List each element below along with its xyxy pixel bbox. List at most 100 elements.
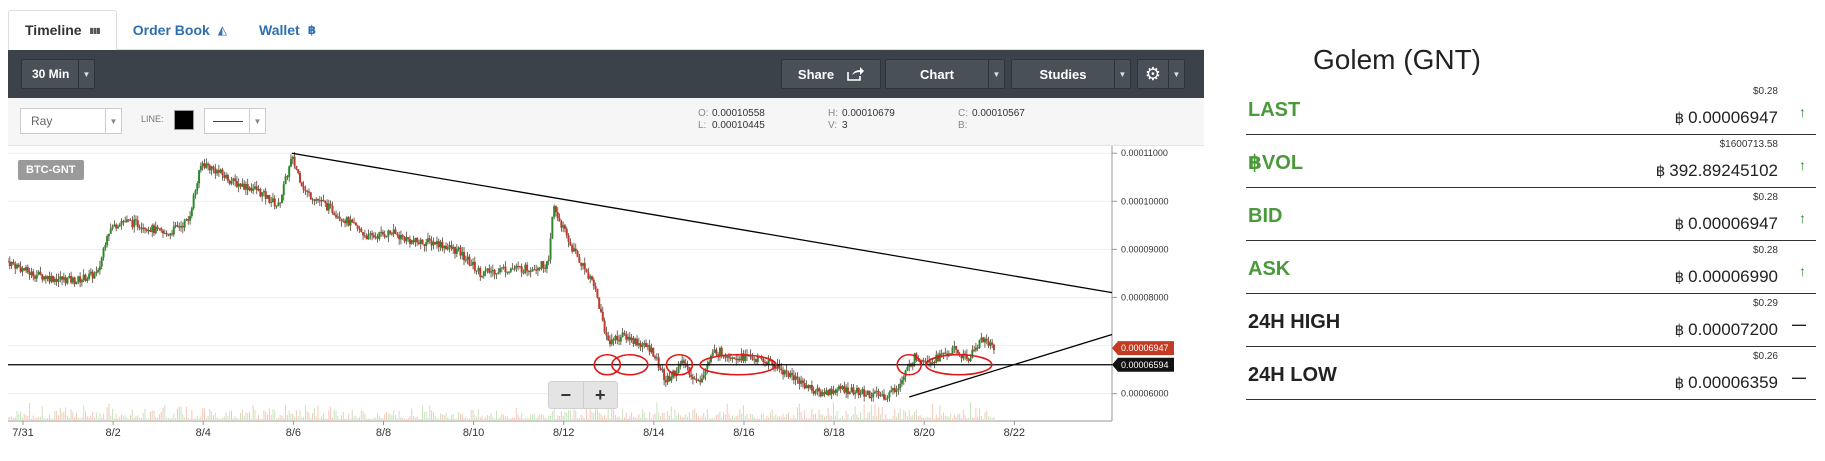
candle-body: [306, 190, 309, 192]
candle-body: [868, 390, 871, 399]
candle-body: [169, 233, 172, 236]
interval-select[interactable]: 30 Min ▼: [21, 59, 95, 89]
candle-body: [771, 360, 774, 364]
ohlc-volume: V: 3: [828, 120, 848, 131]
candle-body: [10, 261, 13, 266]
candle-body: [315, 199, 318, 201]
candle-body: [214, 168, 217, 174]
bitcoin-icon: ฿: [1674, 269, 1685, 286]
price-chart-canvas[interactable]: 0.00011000 0.00010000 0.00009000 0.00008000…: [8, 146, 1204, 461]
candle-body: [12, 261, 15, 264]
candle-body: [284, 176, 287, 185]
candle-body: [367, 234, 370, 240]
studies-button[interactable]: Studies ▼: [1011, 59, 1131, 89]
drawing-toolbar: Ray ▼ LINE: ▼ O: 0.00010558 L: 0.00010445 …: [8, 98, 1204, 146]
drawing-tool-select[interactable]: Ray ▼: [20, 108, 122, 134]
candle-body: [991, 342, 994, 345]
candle-body: [526, 264, 529, 271]
highlight-oval: [896, 353, 923, 376]
candle-body: [697, 380, 700, 382]
candle-body: [345, 217, 348, 224]
usd-value: $0.28: [1752, 86, 1778, 97]
price-chart[interactable]: 0.00011000 0.00010000 0.00009000 0.00008000…: [8, 146, 1204, 461]
share-icon: [847, 67, 865, 81]
candle-body: [199, 165, 202, 171]
chevron-down-icon: ▼: [249, 109, 265, 133]
candle-body: [535, 269, 538, 271]
candle-body: [308, 191, 311, 193]
candle-body: [441, 241, 444, 249]
candle-body: [347, 217, 350, 226]
market-label: LAST: [1248, 99, 1301, 121]
candle-body: [558, 218, 561, 222]
tab-timeline-label: Timeline: [25, 22, 82, 38]
candle-body: [313, 199, 316, 201]
candle-body: [982, 337, 985, 343]
tab-timeline[interactable]: Timeline ▮▮▮: [8, 10, 117, 50]
y-tick-label: 0.00011000: [1121, 148, 1168, 158]
zoom-out-button[interactable]: −: [560, 384, 571, 405]
candle-body: [289, 158, 292, 167]
candle-body: [448, 245, 451, 248]
candle-body: [646, 345, 649, 347]
candle-body: [598, 297, 601, 309]
candle-body: [322, 199, 325, 202]
candle-body: [250, 187, 253, 191]
candle-body: [226, 174, 229, 181]
candle-body: [266, 194, 269, 199]
y-tick-label: 0.00008000: [1121, 292, 1169, 302]
candle-body: [713, 349, 716, 353]
candle-body: [947, 353, 950, 355]
candle-body: [394, 229, 397, 234]
tab-order-book[interactable]: Order Book ◭: [117, 10, 243, 49]
candle-body: [704, 368, 707, 376]
candle-body: [252, 188, 255, 191]
candle-body: [542, 261, 545, 268]
x-tick-label: 8/14: [643, 427, 664, 439]
candle-body: [270, 202, 273, 204]
candle-body: [187, 219, 190, 221]
settings-button[interactable]: ⚙ ▼: [1137, 59, 1185, 89]
zoom-in-button[interactable]: +: [582, 382, 618, 408]
btc-value: ฿ 0.00006947: [1675, 108, 1778, 128]
line-style-select[interactable]: ▼: [204, 108, 266, 134]
candle-body: [949, 353, 952, 355]
candle-body: [888, 392, 891, 398]
candle-body: [237, 183, 240, 187]
tab-wallet[interactable]: Wallet ฿: [243, 10, 332, 49]
candle-body: [380, 231, 383, 233]
candle-body: [264, 191, 267, 199]
candle-body: [412, 240, 415, 243]
candle-body: [508, 271, 511, 273]
chevron-down-icon: ▼: [1114, 60, 1130, 88]
candle-body: [551, 216, 554, 239]
candle-body: [84, 274, 87, 282]
candle-body: [421, 239, 424, 245]
chart-type-button[interactable]: Chart ▼: [885, 59, 1005, 89]
ohlc-close: C: 0.00010567: [958, 108, 1025, 119]
candle-body: [852, 387, 855, 395]
candle-body: [230, 181, 233, 184]
line-color-swatch[interactable]: [174, 110, 194, 130]
candle-body: [699, 380, 702, 383]
chart-toolbar: 30 Min ▼ Share Chart ▼ Studies ▼ ⚙ ▼: [8, 50, 1204, 98]
candle-body: [64, 277, 67, 284]
candle-body: [553, 206, 556, 217]
candle-body: [484, 269, 487, 272]
candle-body: [515, 265, 518, 269]
candle-body: [133, 219, 136, 228]
btc-value: ฿ 0.00007200: [1675, 320, 1778, 340]
bitcoin-icon: ฿: [1655, 163, 1666, 180]
btc-amount: 0.00006990: [1688, 267, 1778, 286]
share-button[interactable]: Share: [781, 59, 881, 89]
candle-body: [980, 337, 983, 340]
candle-body: [987, 340, 990, 346]
candle-body: [383, 234, 386, 237]
candle-body: [590, 276, 593, 280]
candle-body: [80, 279, 83, 283]
candle-body: [951, 347, 954, 355]
candle-body: [518, 266, 521, 268]
candle-body: [437, 241, 440, 248]
candle-body: [454, 246, 457, 254]
candle-body: [607, 335, 610, 341]
